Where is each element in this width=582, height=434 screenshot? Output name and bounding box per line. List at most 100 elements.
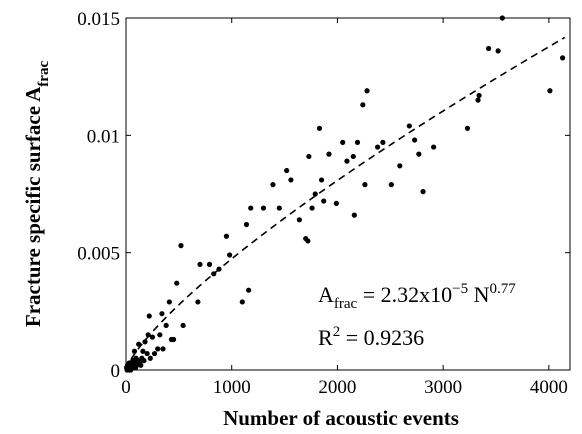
fit-curve xyxy=(125,36,566,371)
data-point xyxy=(350,153,356,160)
data-point xyxy=(138,362,144,368)
x-tick-label: 2000 xyxy=(318,377,356,398)
y-tick-label: 0.01 xyxy=(87,126,120,147)
x-tick-label: 3000 xyxy=(424,377,462,398)
data-point xyxy=(166,299,172,305)
data-point xyxy=(178,243,184,249)
data-point xyxy=(243,221,250,228)
data-point xyxy=(147,355,153,361)
y-axis-title: Fracture specific surface Afrac xyxy=(21,61,52,328)
data-point xyxy=(195,299,201,305)
eq-exp2: 0.77 xyxy=(489,281,516,297)
data-point xyxy=(180,322,186,329)
y-axis-title-main: Fracture specific surface A xyxy=(21,86,45,327)
r2-rest: = 0.9236 xyxy=(340,325,424,350)
data-point xyxy=(560,55,566,61)
data-point xyxy=(380,139,386,145)
data-point xyxy=(326,151,332,157)
eq-exp1: −5 xyxy=(452,281,468,297)
fit-curve-layer xyxy=(125,36,566,371)
data-point xyxy=(318,177,325,183)
data-point xyxy=(296,217,302,223)
data-point xyxy=(475,97,481,103)
data-point xyxy=(397,163,403,169)
data-point xyxy=(375,144,381,150)
data-point xyxy=(149,334,156,340)
eq-middle: = 2.32x10 xyxy=(357,282,452,307)
data-point xyxy=(316,125,323,131)
r-squared: R2 = 0.9236 xyxy=(318,324,424,350)
x-tick-label: 0 xyxy=(121,377,131,398)
data-point xyxy=(260,205,267,211)
data-point xyxy=(288,177,294,183)
data-point xyxy=(131,348,138,354)
data-point xyxy=(144,350,150,357)
data-point xyxy=(248,205,254,211)
data-point xyxy=(146,313,152,319)
data-point xyxy=(321,198,327,204)
data-point xyxy=(344,158,350,164)
data-point xyxy=(174,280,180,286)
data-point xyxy=(305,238,311,244)
data-point xyxy=(160,346,166,352)
data-point xyxy=(406,123,412,129)
data-point xyxy=(270,182,276,188)
eq-n: N xyxy=(468,282,490,307)
data-point xyxy=(159,311,165,317)
x-tick-label: 1000 xyxy=(213,377,251,398)
y-tick-label: 0 xyxy=(111,361,121,382)
data-point xyxy=(547,88,553,94)
data-point xyxy=(170,336,177,343)
data-point xyxy=(157,332,163,338)
data-point xyxy=(216,266,222,272)
data-point xyxy=(140,348,146,354)
r2-sup: 2 xyxy=(333,324,341,340)
y-tick-label: 0.005 xyxy=(77,244,120,265)
y-tick-label: 0.015 xyxy=(77,9,120,30)
y-axis-title-sub: frac xyxy=(36,61,52,87)
data-point xyxy=(340,139,346,145)
data-point xyxy=(246,287,252,293)
data-point xyxy=(412,137,418,143)
data-point xyxy=(364,88,370,94)
data-point xyxy=(362,182,368,188)
data-point xyxy=(309,205,315,211)
eq-lhs: A xyxy=(318,282,334,307)
data-point xyxy=(351,212,357,218)
data-point xyxy=(163,322,169,329)
data-point xyxy=(388,182,394,188)
axes: 0 1000 2000 3000 4000 0 0.005 0.01 0.015 xyxy=(77,9,571,398)
data-point xyxy=(155,346,161,352)
data-point xyxy=(416,151,422,157)
data-point xyxy=(354,139,361,145)
data-point xyxy=(151,350,158,357)
plot-frame xyxy=(125,17,571,371)
data-point xyxy=(276,205,282,211)
data-point xyxy=(239,299,245,305)
data-point xyxy=(464,125,471,131)
data-point xyxy=(431,144,437,150)
data-point xyxy=(142,339,148,345)
data-point xyxy=(211,271,217,277)
data-point xyxy=(197,261,203,267)
data-point xyxy=(145,332,151,338)
eq-lhs-sub: frac xyxy=(334,296,358,312)
data-points xyxy=(123,15,566,373)
data-point xyxy=(476,92,482,99)
data-point xyxy=(312,191,318,197)
fit-equation: Afrac = 2.32x10−5 N0.77 xyxy=(318,281,516,312)
data-point xyxy=(141,358,147,364)
data-point xyxy=(223,233,230,239)
x-axis-title: Number of acoustic events xyxy=(223,406,459,430)
data-point xyxy=(306,153,312,160)
x-tick-label: 4000 xyxy=(530,377,568,398)
data-point xyxy=(136,341,142,347)
r2-label: R xyxy=(318,325,333,350)
data-point xyxy=(206,261,213,267)
data-point xyxy=(227,252,233,258)
data-point xyxy=(420,189,426,195)
data-point xyxy=(360,102,366,108)
data-point xyxy=(486,45,492,52)
data-point xyxy=(495,48,501,54)
